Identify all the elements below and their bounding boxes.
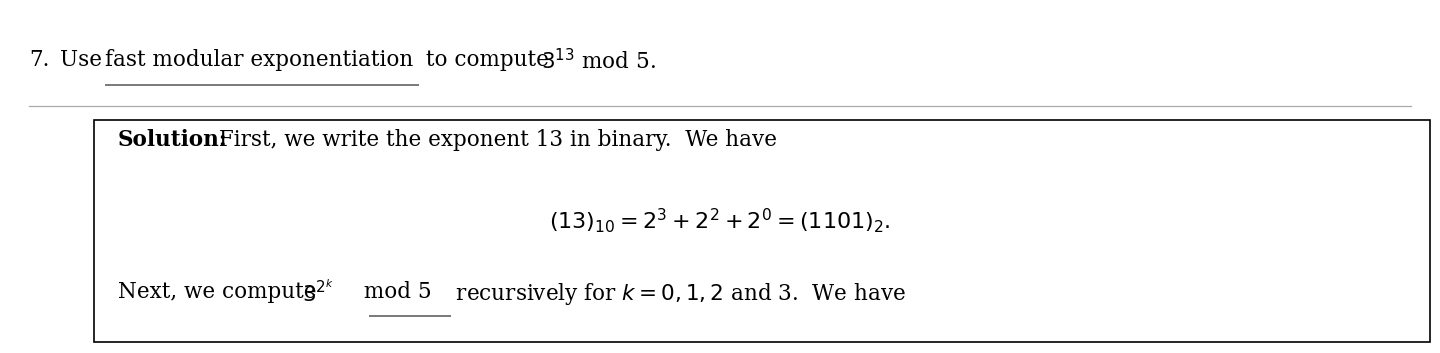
Text: Solution:: Solution:	[118, 129, 228, 151]
Text: $(13)_{10} = 2^3 + 2^2 + 2^0 = (1101)_2.$: $(13)_{10} = 2^3 + 2^2 + 2^0 = (1101)_2.…	[549, 207, 891, 235]
Text: mod 5: mod 5	[357, 281, 432, 303]
Text: recursively for $k = 0, 1, 2$ and 3.  We have: recursively for $k = 0, 1, 2$ and 3. We …	[449, 281, 906, 307]
Text: Next, we compute: Next, we compute	[118, 281, 324, 303]
Text: $3^{2^k}$: $3^{2^k}$	[302, 281, 334, 307]
Text: First, we write the exponent 13 in binary.  We have: First, we write the exponent 13 in binar…	[219, 129, 778, 151]
Text: to compute: to compute	[419, 49, 556, 71]
Text: $3^{13}$ mod 5.: $3^{13}$ mod 5.	[541, 49, 657, 74]
Bar	[94, 120, 1430, 342]
Text: fast modular exponentiation: fast modular exponentiation	[105, 49, 413, 71]
Text: Use: Use	[60, 49, 109, 71]
Text: 7.: 7.	[29, 49, 49, 71]
